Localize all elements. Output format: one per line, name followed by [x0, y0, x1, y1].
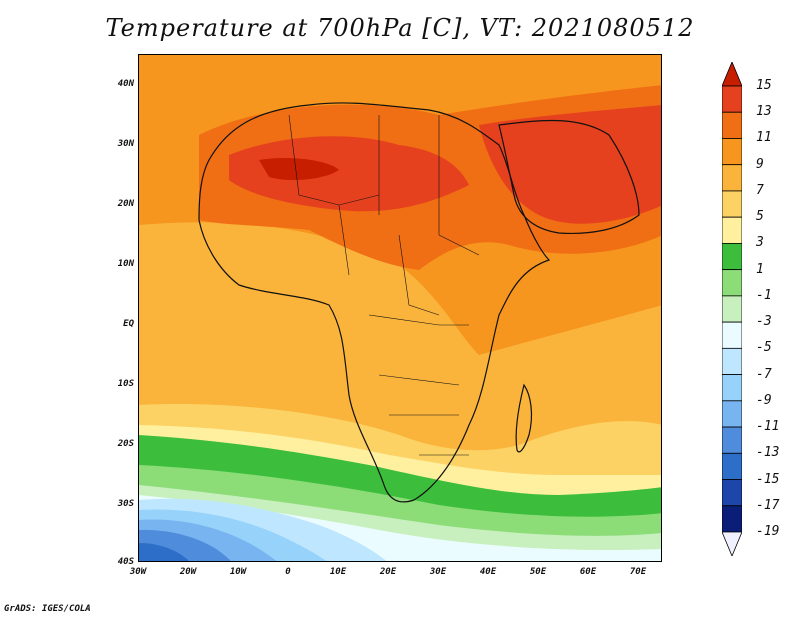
colorbar-top-arrow: [722, 62, 742, 87]
colorbar-swatch: [722, 138, 742, 166]
colorbar-tick-label: 1: [756, 261, 764, 277]
colorbar-tick-label: 5: [756, 209, 764, 225]
colorbar-swatch: [722, 479, 742, 507]
colorbar-tick-label: 15: [756, 78, 772, 93]
madagascar-coastline: [515, 383, 533, 453]
colorbar-tick-label: 13: [756, 104, 772, 120]
map-canvas: [139, 55, 661, 561]
colorbar-tick-label: -19: [756, 524, 780, 539]
map-title: Temperature at 700hPa [C], VT: 202108051…: [105, 14, 695, 42]
colorbar-swatch: [722, 269, 742, 297]
lon-label: 20E: [379, 567, 397, 577]
colorbar-tick-label: -1: [756, 287, 772, 303]
field-13c-arabia: [479, 105, 661, 224]
colorbar-swatch: [722, 190, 742, 218]
lon-label: 60E: [579, 567, 597, 577]
lon-label: 0: [285, 567, 291, 577]
colorbar-swatch: [722, 505, 742, 533]
colorbar-swatch: [722, 295, 742, 323]
lon-label: 40E: [479, 567, 497, 577]
colorbar-swatch: [722, 347, 742, 375]
colorbar-tick-label: -9: [756, 392, 772, 408]
colorbar-swatch: [722, 164, 742, 192]
colorbar-tick-label: 11: [756, 130, 772, 146]
colorbar-swatch: [722, 216, 742, 244]
country-borders: [288, 114, 480, 456]
colorbar-swatch: [722, 426, 742, 454]
colorbar-swatch: [722, 374, 742, 402]
colorbar-tick-label: -13: [756, 445, 780, 461]
lon-label: 30W: [129, 567, 147, 577]
colorbar: [722, 62, 742, 556]
colorbar-tick-label: -15: [756, 471, 780, 487]
colorbar-tick-label: 3: [756, 235, 764, 251]
colorbar-tick-label: -11: [756, 419, 780, 435]
lon-label: 10W: [229, 567, 247, 577]
lon-label: 10E: [329, 567, 347, 577]
colorbar-bottom-arrow: [722, 531, 742, 556]
colorbar-swatch: [722, 321, 742, 349]
lat-label: 10S: [117, 379, 134, 389]
arabia-coastline: [498, 119, 640, 234]
lat-label: 40N: [117, 79, 134, 89]
field-13c-sahara: [229, 136, 469, 212]
lat-label: EQ: [123, 319, 134, 329]
lon-label: 50E: [529, 567, 547, 577]
lat-label: 30N: [117, 139, 134, 149]
colorbar-swatches: [722, 62, 742, 556]
colorbar-swatch: [722, 85, 742, 113]
lon-label: 20W: [179, 567, 197, 577]
lat-label: 10N: [117, 259, 134, 269]
colorbar-tick-label: 7: [756, 182, 764, 198]
colorbar-swatch: [722, 400, 742, 428]
lat-label: 30S: [117, 499, 134, 509]
lat-label: 20N: [117, 199, 134, 209]
colorbar-swatch: [722, 452, 742, 480]
credit-text: GrADS: IGES/COLA: [4, 604, 91, 614]
colorbar-tick-label: -5: [756, 340, 772, 356]
lat-label: 20S: [117, 439, 134, 449]
temperature-map: [138, 54, 662, 562]
colorbar-swatch: [722, 111, 742, 139]
field-15c: [259, 158, 339, 181]
field-m15c: [139, 543, 189, 561]
lat-label: 40S: [117, 557, 134, 567]
africa-coastline: [198, 102, 551, 503]
colorbar-tick-label: -7: [756, 366, 772, 382]
lon-label: 30E: [429, 567, 447, 577]
colorbar-tick-label: -17: [756, 497, 780, 513]
colorbar-tick-label: -3: [756, 314, 772, 330]
colorbar-swatch: [722, 243, 742, 271]
lon-label: 70E: [629, 567, 647, 577]
colorbar-tick-label: 9: [756, 156, 764, 172]
